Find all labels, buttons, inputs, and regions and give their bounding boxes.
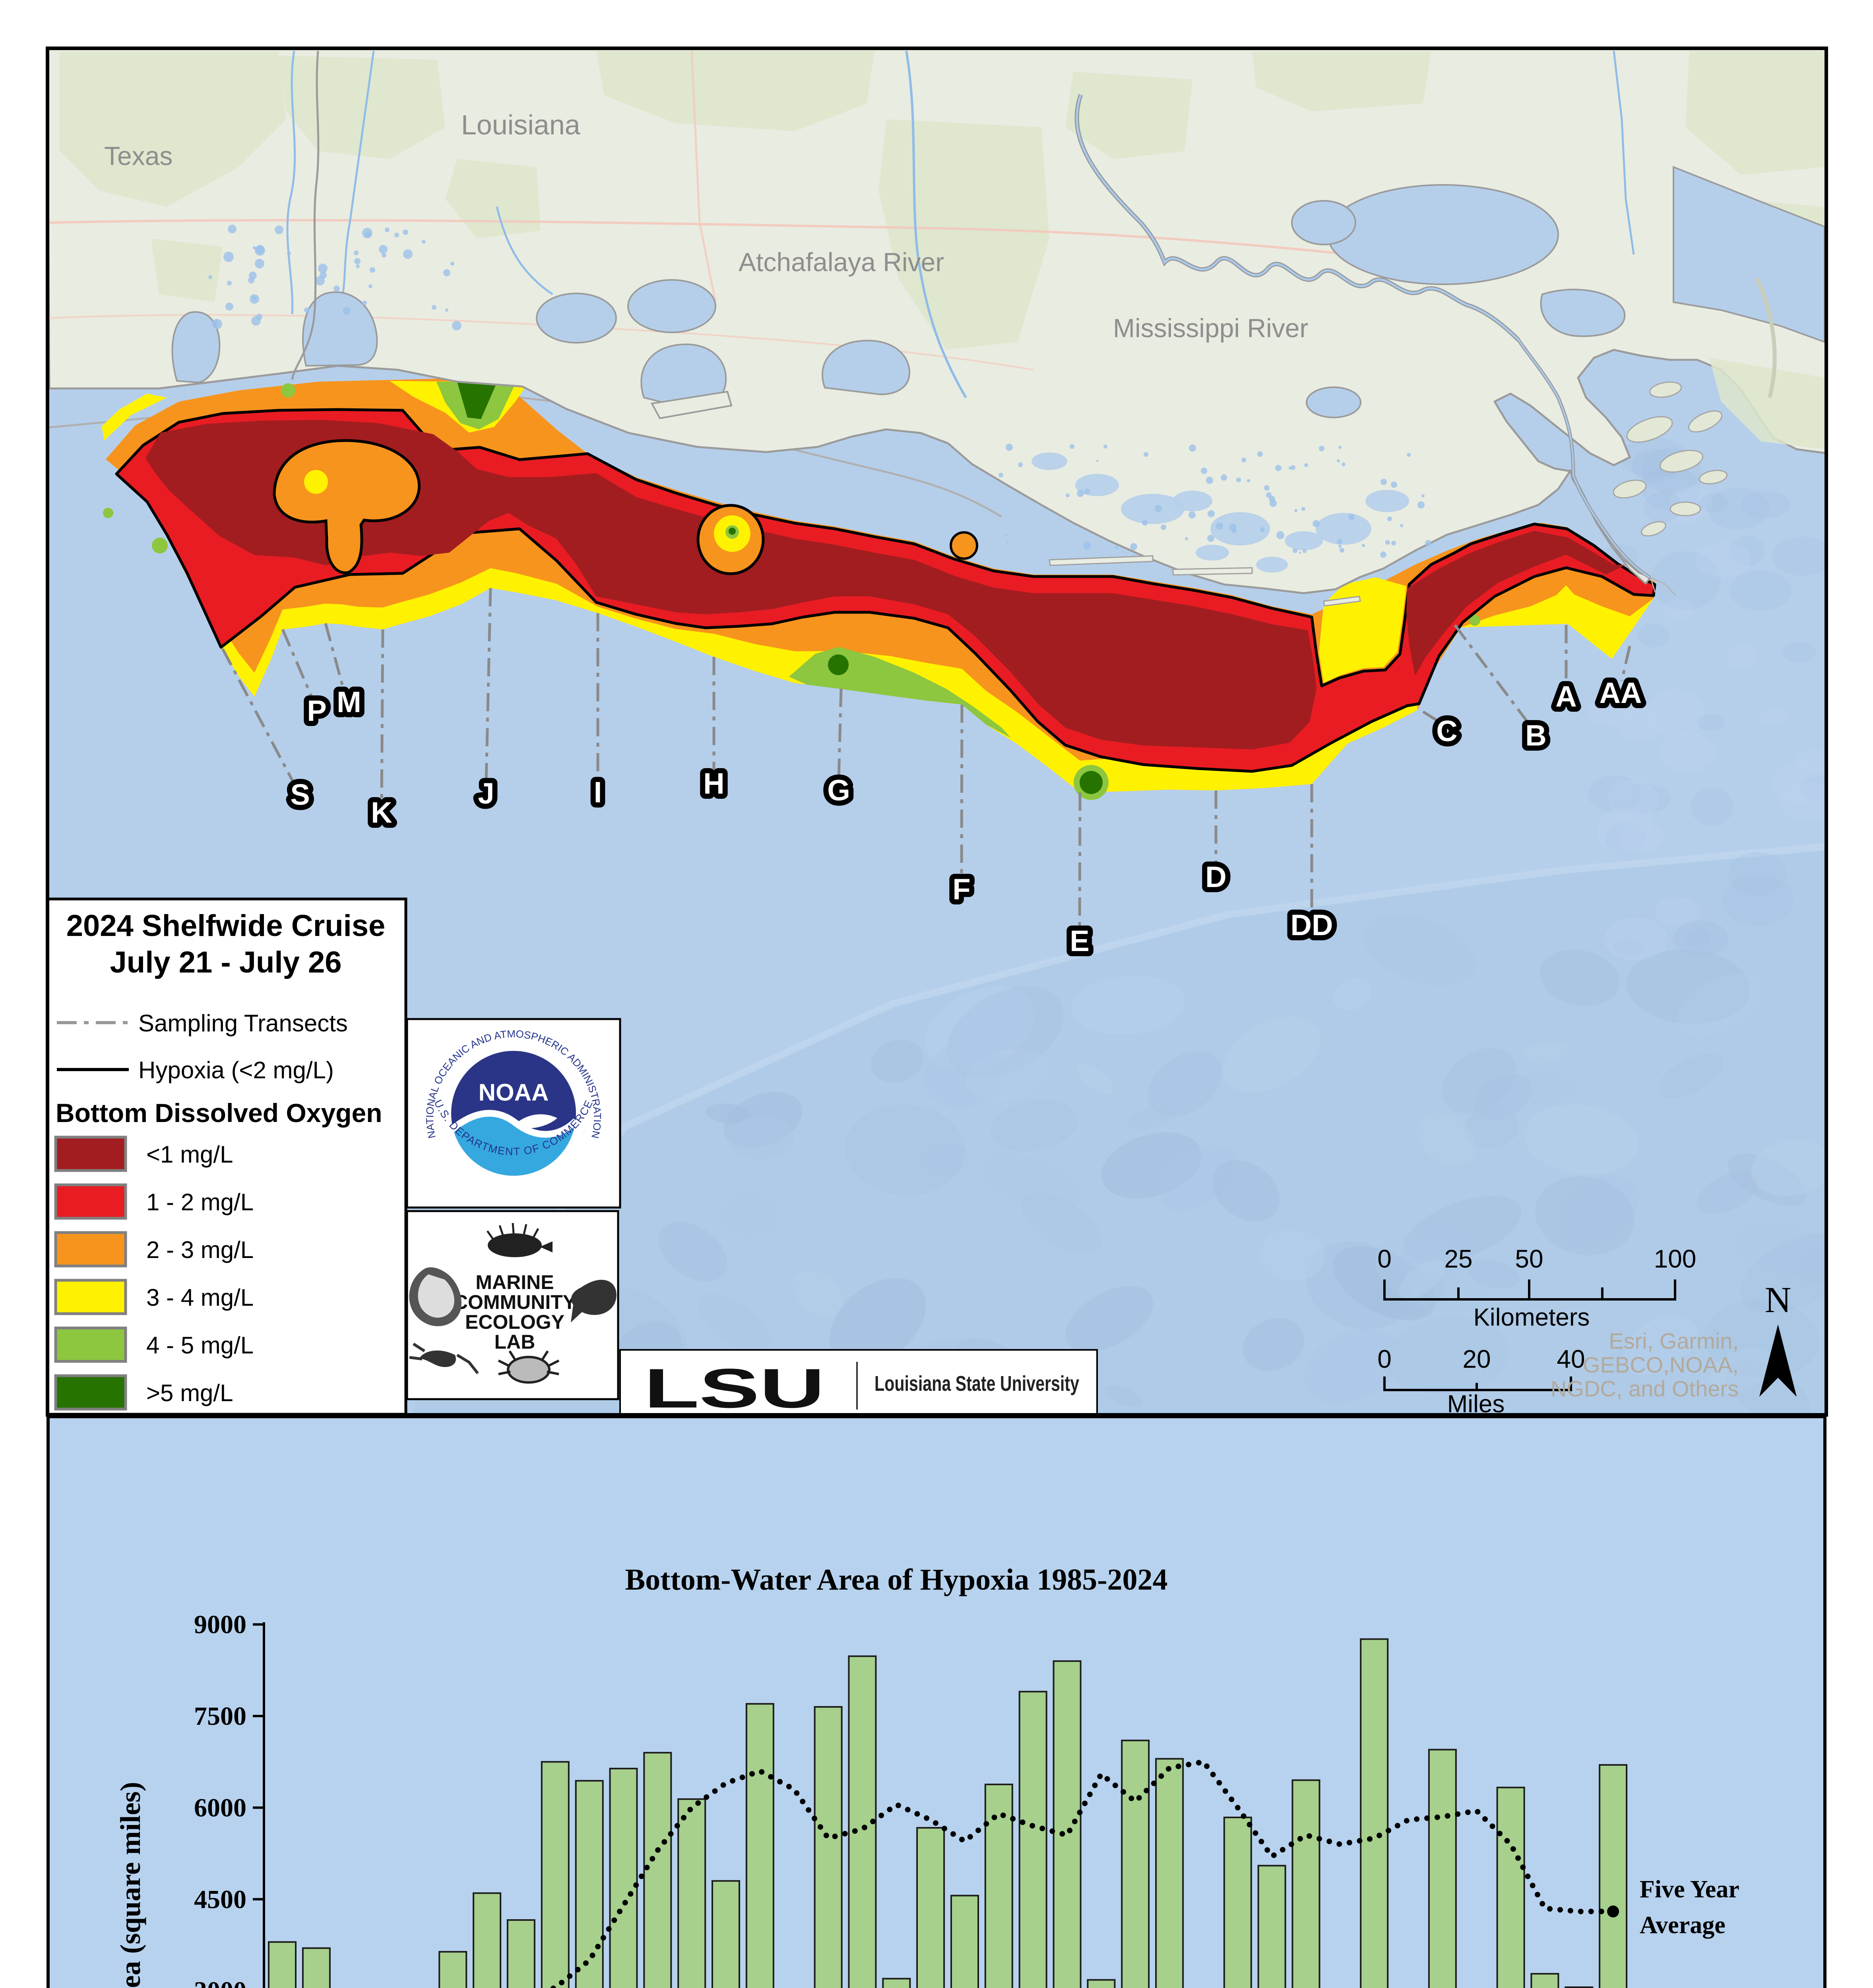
svg-text:A: A <box>1555 680 1576 713</box>
svg-text:Atchafalaya River: Atchafalaya River <box>739 247 944 277</box>
svg-text:G: G <box>827 774 850 807</box>
svg-text:F: F <box>952 873 970 906</box>
svg-text:NOAA: NOAA <box>479 1079 549 1106</box>
svg-text:Bottom-Water Area of Hypoxia 1: Bottom-Water Area of Hypoxia 1985-2024 <box>625 1563 1167 1596</box>
svg-text:Bottom Dissolved Oxygen: Bottom Dissolved Oxygen <box>56 1098 382 1128</box>
svg-text:M: M <box>337 685 361 718</box>
svg-text:H: H <box>703 767 724 800</box>
svg-text:July 21 - July 26: July 21 - July 26 <box>110 945 342 979</box>
svg-text:Average: Average <box>1640 1912 1726 1939</box>
svg-text:Area (square miles): Area (square miles) <box>114 1782 146 1988</box>
svg-text:AA: AA <box>1600 676 1642 709</box>
svg-text:COMMUNITY: COMMUNITY <box>454 1291 576 1313</box>
svg-text:E: E <box>1070 924 1089 957</box>
svg-text:K: K <box>371 796 392 829</box>
svg-text:MARINE: MARINE <box>475 1271 554 1293</box>
svg-text:N: N <box>1765 1279 1791 1320</box>
svg-text:GEBCO,NOAA,: GEBCO,NOAA, <box>1583 1352 1739 1377</box>
svg-text:Miles: Miles <box>1447 1390 1505 1417</box>
svg-text:4500: 4500 <box>194 1885 246 1914</box>
svg-text:100: 100 <box>1654 1244 1697 1273</box>
svg-text:Louisiana: Louisiana <box>461 109 580 140</box>
svg-text:C: C <box>1436 714 1457 747</box>
svg-text:I: I <box>594 776 602 809</box>
svg-text:K: K <box>371 796 392 829</box>
svg-text:Five Year: Five Year <box>1640 1876 1739 1903</box>
svg-text:20: 20 <box>1462 1345 1491 1373</box>
svg-text:H: H <box>703 767 724 800</box>
svg-text:0: 0 <box>1377 1345 1392 1373</box>
svg-text:HTF: HTF <box>1640 1985 1690 1988</box>
svg-text:DD: DD <box>1291 909 1333 942</box>
svg-text:7500: 7500 <box>194 1702 246 1731</box>
svg-text:0: 0 <box>1377 1244 1392 1273</box>
svg-text:B: B <box>1525 719 1546 752</box>
svg-text:A: A <box>1555 680 1576 713</box>
svg-text:J: J <box>478 777 494 810</box>
svg-text:6000: 6000 <box>194 1793 246 1822</box>
svg-text:LAB: LAB <box>494 1331 535 1353</box>
svg-text:2024 Shelfwide Cruise: 2024 Shelfwide Cruise <box>66 909 386 943</box>
svg-text:3 - 4 mg/L: 3 - 4 mg/L <box>146 1284 254 1311</box>
svg-text:<1 mg/L: <1 mg/L <box>146 1141 233 1168</box>
svg-text:Mississippi River: Mississippi River <box>1113 313 1308 343</box>
svg-text:1 - 2 mg/L: 1 - 2 mg/L <box>146 1189 254 1215</box>
svg-text:Louisiana State University: Louisiana State University <box>874 1372 1079 1396</box>
svg-text:P: P <box>307 694 326 727</box>
svg-text:>5 mg/L: >5 mg/L <box>146 1380 233 1406</box>
svg-text:M: M <box>337 685 361 718</box>
svg-text:2 - 3 mg/L: 2 - 3 mg/L <box>146 1237 254 1263</box>
svg-text:NGDC, and Others: NGDC, and Others <box>1551 1376 1739 1401</box>
svg-text:C: C <box>1436 714 1457 747</box>
svg-text:D: D <box>1205 860 1226 893</box>
svg-text:Texas: Texas <box>104 141 173 171</box>
svg-text:LSU: LSU <box>644 1357 825 1417</box>
svg-text:25: 25 <box>1444 1244 1472 1273</box>
svg-text:Sampling Transects: Sampling Transects <box>138 1010 348 1037</box>
svg-text:50: 50 <box>1515 1244 1543 1273</box>
svg-text:S: S <box>290 778 310 811</box>
svg-text:40: 40 <box>1557 1345 1585 1373</box>
svg-text:Esri, Garmin,: Esri, Garmin, <box>1609 1328 1739 1353</box>
svg-text:DD: DD <box>1291 909 1333 942</box>
svg-text:9000: 9000 <box>194 1610 246 1639</box>
svg-text:AA: AA <box>1600 676 1642 709</box>
svg-text:ECOLOGY: ECOLOGY <box>465 1311 564 1333</box>
svg-text:Hypoxia (<2 mg/L): Hypoxia (<2 mg/L) <box>138 1057 334 1083</box>
svg-text:3000: 3000 <box>194 1976 246 1988</box>
svg-text:Kilometers: Kilometers <box>1474 1304 1590 1331</box>
svg-text:B: B <box>1525 719 1546 752</box>
svg-text:G: G <box>827 774 850 807</box>
svg-text:D: D <box>1205 860 1226 893</box>
svg-text:4 - 5 mg/L: 4 - 5 mg/L <box>146 1332 254 1359</box>
